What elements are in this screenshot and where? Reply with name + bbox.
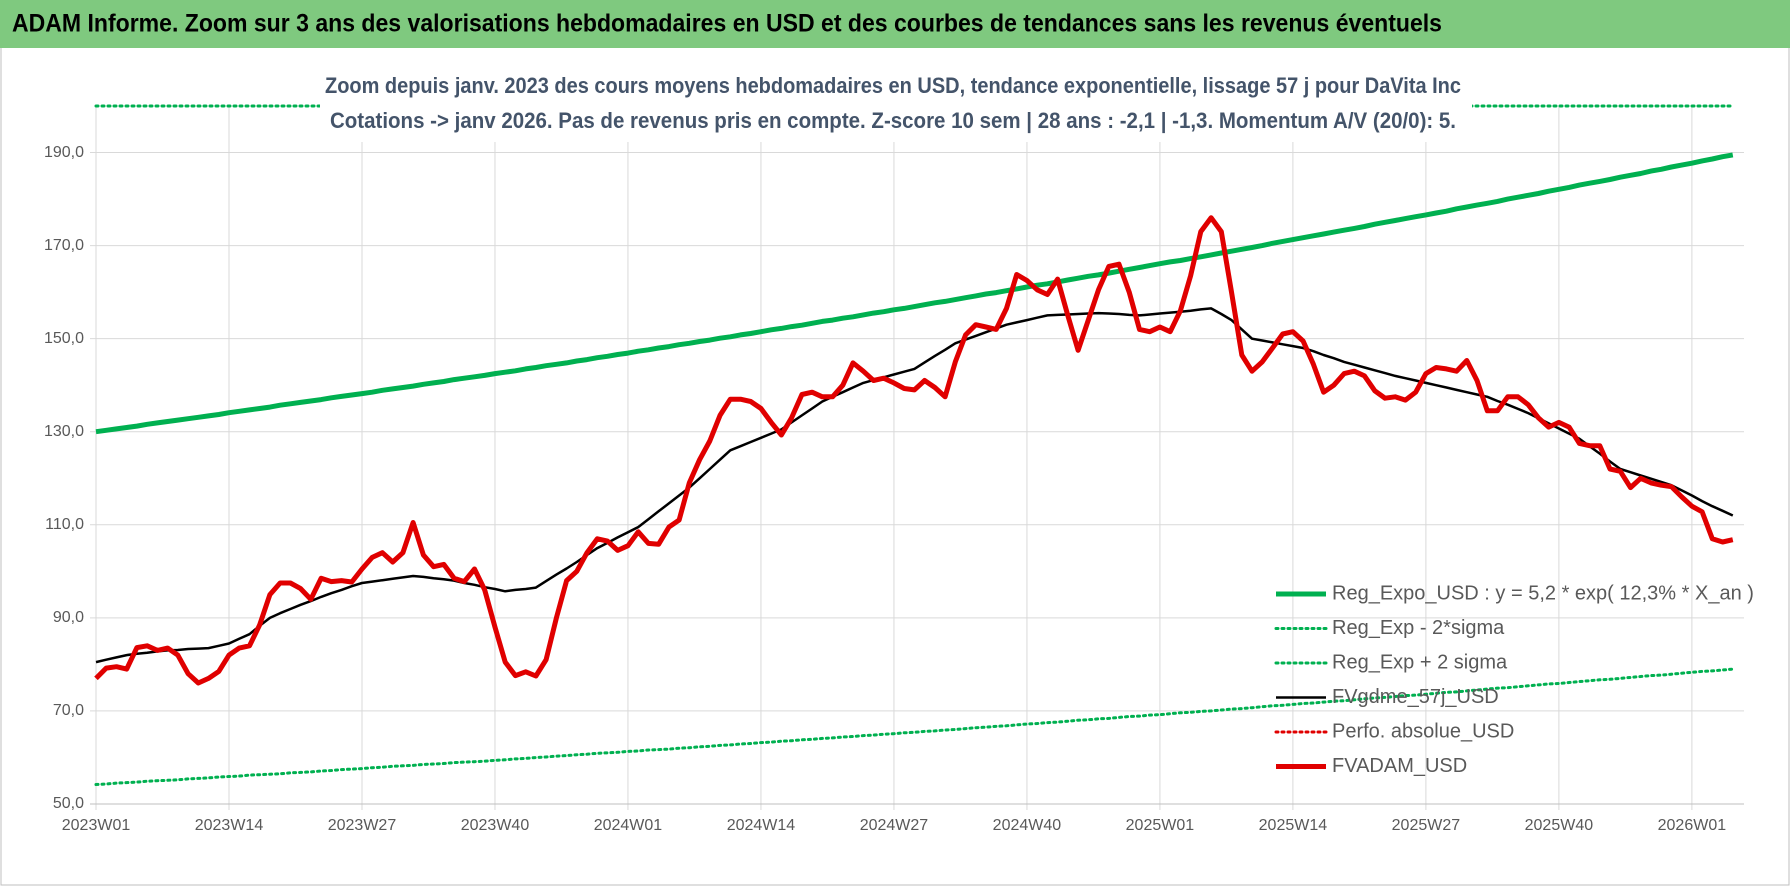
legend-label: FVgdme_57j_USD bbox=[1332, 686, 1499, 708]
x-tick-label: 2023W27 bbox=[328, 817, 397, 834]
legend-label: Reg_Exp + 2 sigma bbox=[1332, 651, 1508, 673]
subtitle-background bbox=[320, 66, 1472, 142]
x-tick-label: 2025W01 bbox=[1126, 817, 1195, 834]
legend-label: Reg_Exp - 2*sigma bbox=[1332, 617, 1505, 639]
y-tick-label: 130,0 bbox=[44, 423, 84, 440]
x-tick-label: 2024W40 bbox=[993, 817, 1062, 834]
x-tick-label: 2023W14 bbox=[195, 817, 264, 834]
y-tick-label: 170,0 bbox=[44, 237, 84, 254]
legend-label: Perfo. absolue_USD bbox=[1332, 720, 1514, 742]
y-tick-label: 150,0 bbox=[44, 330, 84, 347]
y-tick-label: 70,0 bbox=[53, 702, 84, 719]
x-tick-label: 2026W01 bbox=[1658, 817, 1727, 834]
y-tick-label: 190,0 bbox=[44, 144, 84, 161]
series-line bbox=[94, 667, 1735, 786]
y-tick-label: 110,0 bbox=[45, 516, 84, 533]
x-tick-label: 2025W14 bbox=[1259, 817, 1328, 834]
x-tick-label: 2024W27 bbox=[860, 817, 929, 834]
x-tick-label: 2025W27 bbox=[1392, 817, 1461, 834]
x-tick-label: 2023W40 bbox=[461, 817, 530, 834]
y-tick-label: 90,0 bbox=[53, 609, 84, 626]
legend-label: FVADAM_USD bbox=[1332, 755, 1467, 777]
series-line bbox=[95, 152, 1734, 435]
x-tick-label: 2025W40 bbox=[1525, 817, 1594, 834]
x-tick-label: 2024W14 bbox=[727, 817, 796, 834]
x-tick-label: 2024W01 bbox=[594, 817, 663, 834]
subtitle: Zoom depuis janv. 2023 des cours moyens … bbox=[325, 73, 1461, 98]
series-line bbox=[95, 307, 1734, 664]
grid: 50,0 70,0 90,0 110,0 130,0 150,0 170,0 190,0 202… bbox=[44, 106, 1744, 834]
chart-title: ADAM Informe. Zoom sur 3 ans des valoris… bbox=[12, 10, 1442, 38]
header-bar bbox=[0, 0, 1790, 48]
subtitle: Cotations -> janv 2026. Pas de revenus p… bbox=[330, 108, 1456, 133]
legend-label: Reg_Expo_USD : y = 5,2 * exp( 12,3% * X_… bbox=[1332, 582, 1754, 604]
legend: Reg_Expo_USD : y = 5,2 * exp( 12,3% * X_… bbox=[1274, 582, 1754, 777]
y-tick-label: 50,0 bbox=[53, 795, 84, 812]
x-tick-label: 2023W01 bbox=[62, 817, 131, 834]
series-line bbox=[94, 215, 1734, 686]
